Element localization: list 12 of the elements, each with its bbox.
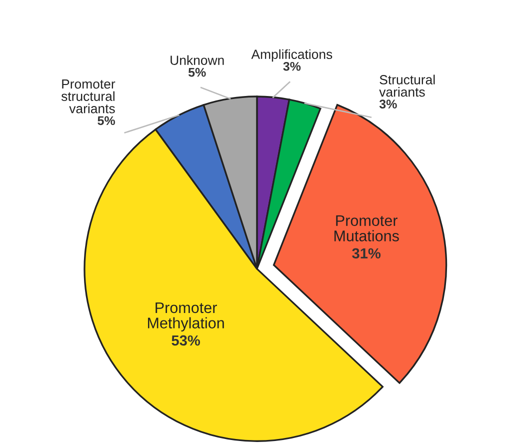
data-label: 3%	[379, 100, 397, 109]
data-label: 31%	[352, 248, 381, 259]
slice-label: Amplifications	[251, 49, 332, 62]
data-label: 53%	[172, 335, 200, 346]
slice-label: Unknown	[170, 55, 224, 65]
data-label: 5%	[98, 116, 116, 126]
slice-label: Structural variants	[379, 74, 435, 97]
data-label: 3%	[283, 62, 301, 71]
slice-label: Promoter Methylation	[148, 302, 224, 332]
slice-label: Promoter structural variants	[61, 79, 116, 114]
data-label: 5%	[188, 68, 206, 77]
slice-label: Promoter Mutations	[334, 215, 399, 242]
